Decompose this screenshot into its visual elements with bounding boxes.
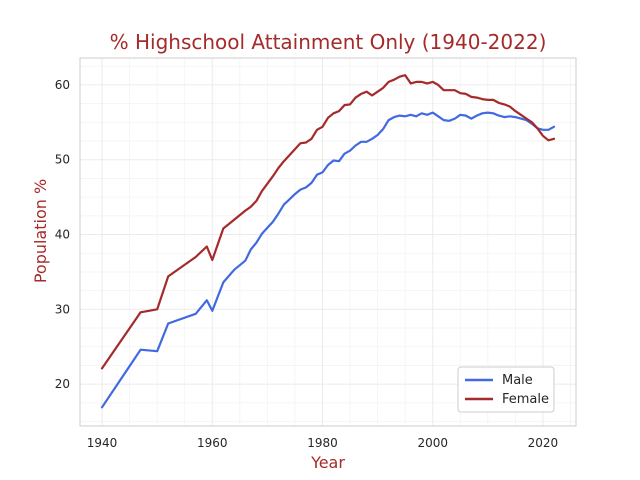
plot-frame [79, 57, 577, 427]
x-tick-label: 1940 [87, 436, 118, 450]
legend: Male Female [457, 366, 555, 413]
grid [80, 58, 576, 426]
y-tick-label: 40 [55, 228, 70, 242]
legend-label-female: Female [502, 392, 549, 407]
series-lines [100, 74, 556, 409]
y-axis-label: Population % [31, 179, 50, 283]
x-tick-label: 1960 [197, 436, 228, 450]
legend-label-male: Male [502, 373, 533, 388]
legend-box [457, 366, 555, 413]
x-tick-label: 2020 [528, 436, 559, 450]
series-line-female [100, 74, 556, 370]
y-tick-label: 30 [55, 302, 70, 316]
series-line-male [100, 111, 556, 409]
chart-title: % Highschool Attainment Only (1940-2022) [110, 30, 547, 54]
x-axis-label: Year [310, 453, 345, 472]
y-tick-label: 60 [55, 78, 70, 92]
y-tick-label: 20 [55, 377, 70, 391]
x-tick-label: 1980 [307, 436, 338, 450]
y-tick-label: 50 [55, 153, 70, 167]
x-tick-label: 2000 [417, 436, 448, 450]
